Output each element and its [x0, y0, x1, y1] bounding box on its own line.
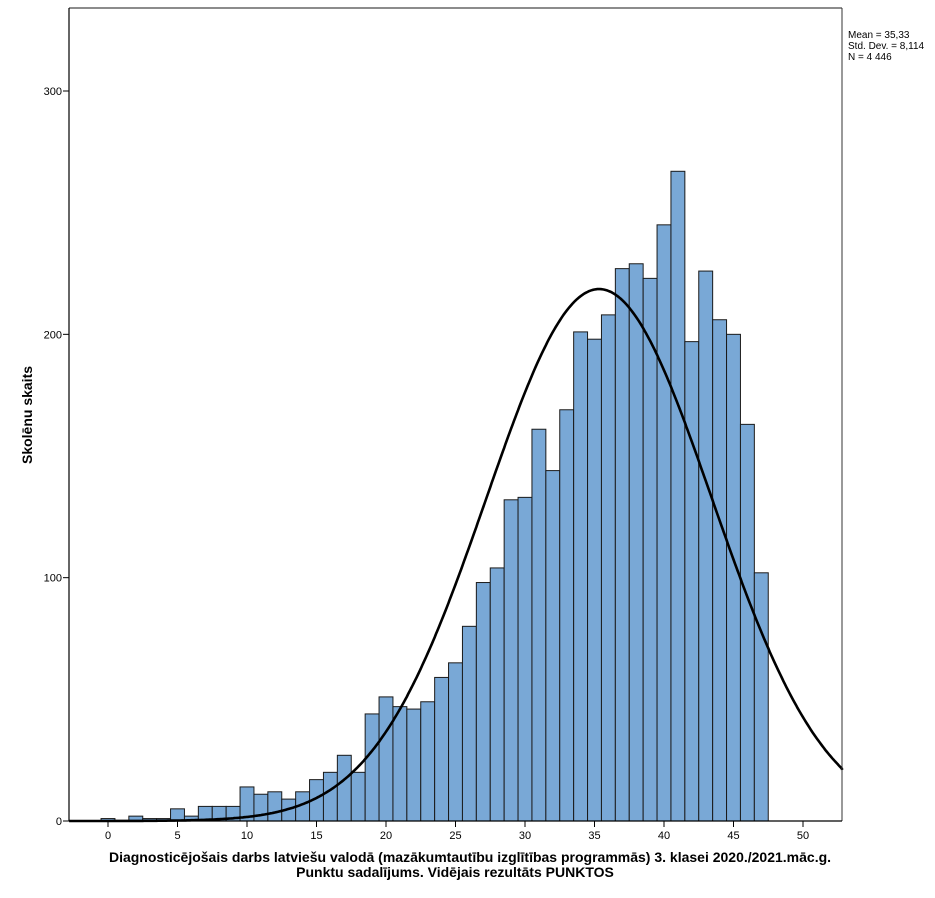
- n-label: N = 4 446: [848, 52, 892, 63]
- histogram-bar: [559, 409, 575, 822]
- x-axis-title-line1: Diagnosticējošais darbs latviešu valodā …: [109, 849, 831, 865]
- std-dev-label: Std. Dev. = 8,114: [848, 41, 925, 52]
- y-tick-label: 300: [44, 86, 62, 98]
- statistics-legend: Mean = 35,33 Std. Dev. = 8,114 N = 4 446: [848, 30, 924, 63]
- histogram-bar: [406, 708, 422, 822]
- histogram-bar: [753, 572, 769, 822]
- histogram-bar: [392, 706, 408, 822]
- histogram-bar: [712, 319, 728, 822]
- histogram-bar: [600, 314, 616, 822]
- histogram-bar: [378, 696, 394, 822]
- histogram-bar: [726, 333, 741, 822]
- histogram-bar: [267, 791, 283, 822]
- x-tick-label: 5: [174, 830, 180, 842]
- x-tick-label: 0: [105, 830, 111, 842]
- y-tick-label: 200: [44, 329, 62, 341]
- histogram-bar: [573, 331, 589, 822]
- histogram-bar: [503, 499, 519, 822]
- histogram-bar: [517, 496, 533, 822]
- normal-curve: [69, 287, 844, 823]
- x-tick-label: 35: [588, 830, 600, 842]
- y-ticks-group: 0 100 200 300: [44, 86, 69, 828]
- x-tick-label: 30: [519, 830, 531, 842]
- histogram-bar: [475, 582, 491, 822]
- histogram-bar: [698, 270, 714, 822]
- histogram-bar: [545, 470, 561, 822]
- x-tick-label: 10: [241, 830, 253, 842]
- histogram-bar: [336, 754, 352, 822]
- y-axis-title: Skolēnu skaits: [19, 366, 35, 464]
- histogram-bar: [614, 268, 630, 822]
- histogram-bar: [670, 170, 686, 822]
- histogram-bar: [656, 224, 672, 822]
- y-tick-label: 0: [56, 816, 62, 828]
- x-tick-label: 20: [380, 830, 392, 842]
- x-tick-label: 40: [658, 830, 670, 842]
- mean-label: Mean = 35,33: [848, 30, 910, 41]
- histogram-bar: [461, 625, 477, 822]
- histogram-bar: [642, 277, 658, 822]
- x-tick-label: 15: [310, 830, 322, 842]
- histogram-bar: [322, 771, 338, 822]
- histogram-bar: [684, 341, 700, 822]
- histogram-bar: [587, 338, 602, 822]
- histogram-bar: [628, 263, 644, 822]
- histogram-bar: [434, 676, 450, 822]
- histogram-bar: [420, 701, 436, 822]
- histogram-bar: [364, 713, 380, 822]
- histogram-bar: [350, 771, 366, 822]
- histogram-bar: [448, 662, 463, 822]
- x-tick-label: 50: [797, 830, 809, 842]
- x-tick-label: 25: [449, 830, 461, 842]
- histogram-bar: [739, 423, 755, 822]
- y-tick-label: 100: [44, 573, 62, 585]
- histogram-bar: [531, 428, 547, 822]
- x-axis-title-line2: Punktu sadalījums. Vidējais rezultāts PU…: [296, 864, 614, 880]
- x-ticks-group: 0 5 10 15 20 25 30 35 40 45 50: [105, 821, 809, 842]
- histogram-bar: [489, 567, 505, 822]
- x-tick-label: 45: [727, 830, 739, 842]
